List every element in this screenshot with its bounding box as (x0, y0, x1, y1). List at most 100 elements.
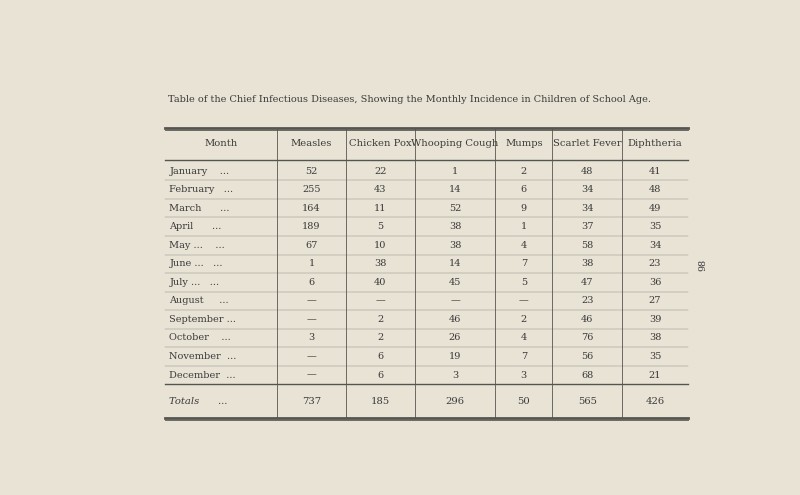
Text: November  ...: November ... (170, 352, 237, 361)
Text: 9: 9 (521, 203, 527, 213)
Text: 185: 185 (370, 396, 390, 405)
Text: —: — (450, 297, 460, 305)
Text: 56: 56 (582, 352, 594, 361)
Text: 35: 35 (649, 222, 662, 231)
Text: July ...   ...: July ... ... (170, 278, 219, 287)
Text: 14: 14 (449, 259, 462, 268)
Text: 41: 41 (649, 166, 662, 176)
Text: —: — (375, 297, 386, 305)
Text: 3: 3 (452, 371, 458, 380)
Text: 255: 255 (302, 185, 321, 194)
Text: 6: 6 (378, 371, 383, 380)
Text: 48: 48 (582, 166, 594, 176)
Text: 46: 46 (449, 315, 462, 324)
Text: September ...: September ... (170, 315, 237, 324)
Text: 50: 50 (518, 396, 530, 405)
Text: 35: 35 (649, 352, 662, 361)
Text: 68: 68 (582, 371, 594, 380)
Text: 737: 737 (302, 396, 321, 405)
Text: Chicken Pox: Chicken Pox (349, 140, 412, 148)
Text: January    ...: January ... (170, 166, 230, 176)
Text: 34: 34 (581, 203, 594, 213)
Text: 2: 2 (521, 315, 527, 324)
Text: 296: 296 (446, 396, 465, 405)
Text: 7: 7 (521, 352, 527, 361)
Text: 45: 45 (449, 278, 462, 287)
Text: 1: 1 (521, 222, 527, 231)
Text: 14: 14 (449, 185, 462, 194)
Text: 189: 189 (302, 222, 321, 231)
Text: 46: 46 (582, 315, 594, 324)
Text: 426: 426 (646, 396, 665, 405)
Text: 2: 2 (378, 315, 383, 324)
Text: Month: Month (205, 140, 238, 148)
Text: 1: 1 (452, 166, 458, 176)
Text: June ...   ...: June ... ... (170, 259, 223, 268)
Text: 34: 34 (649, 241, 662, 250)
Text: 23: 23 (581, 297, 594, 305)
Text: May ...    ...: May ... ... (170, 241, 225, 250)
Text: 38: 38 (449, 222, 462, 231)
Text: 76: 76 (582, 334, 594, 343)
Text: 6: 6 (309, 278, 314, 287)
Text: 38: 38 (649, 334, 662, 343)
Text: Measles: Measles (291, 140, 332, 148)
Text: 22: 22 (374, 166, 386, 176)
Text: 48: 48 (649, 185, 662, 194)
Text: 2: 2 (378, 334, 383, 343)
Text: 58: 58 (582, 241, 594, 250)
Text: March      ...: March ... (170, 203, 230, 213)
Text: 565: 565 (578, 396, 597, 405)
Text: Whooping Cough: Whooping Cough (411, 140, 498, 148)
Text: 19: 19 (449, 352, 462, 361)
Text: 34: 34 (581, 185, 594, 194)
Text: February   ...: February ... (170, 185, 234, 194)
Text: Table of the Chief Infectious Diseases, Showing the Monthly Incidence in Childre: Table of the Chief Infectious Diseases, … (169, 95, 651, 104)
Text: Scarlet Fever: Scarlet Fever (553, 140, 622, 148)
Text: Mumps: Mumps (505, 140, 542, 148)
Text: 2: 2 (521, 166, 527, 176)
Text: 37: 37 (581, 222, 594, 231)
Text: 52: 52 (306, 166, 318, 176)
Text: 5: 5 (521, 278, 527, 287)
Text: December  ...: December ... (170, 371, 236, 380)
Text: 4: 4 (521, 241, 527, 250)
Text: 3: 3 (521, 371, 527, 380)
Text: 23: 23 (649, 259, 662, 268)
Text: 40: 40 (374, 278, 386, 287)
Text: 43: 43 (374, 185, 386, 194)
Text: 6: 6 (521, 185, 527, 194)
Text: Totals      ...: Totals ... (170, 396, 228, 405)
Text: —: — (519, 297, 529, 305)
Text: October    ...: October ... (170, 334, 231, 343)
Text: 38: 38 (582, 259, 594, 268)
Text: 38: 38 (449, 241, 462, 250)
Text: —: — (306, 297, 316, 305)
Text: 10: 10 (374, 241, 386, 250)
Text: 6: 6 (378, 352, 383, 361)
Text: 21: 21 (649, 371, 662, 380)
Text: 5: 5 (378, 222, 383, 231)
Text: 67: 67 (306, 241, 318, 250)
Text: 7: 7 (521, 259, 527, 268)
Text: 27: 27 (649, 297, 662, 305)
Text: —: — (306, 352, 316, 361)
Text: 164: 164 (302, 203, 321, 213)
Text: —: — (306, 371, 316, 380)
Text: 3: 3 (308, 334, 314, 343)
Text: 4: 4 (521, 334, 527, 343)
Text: April      ...: April ... (170, 222, 222, 231)
Text: 39: 39 (649, 315, 662, 324)
Text: 38: 38 (374, 259, 386, 268)
Text: 47: 47 (581, 278, 594, 287)
Text: August     ...: August ... (170, 297, 229, 305)
Text: 26: 26 (449, 334, 462, 343)
Text: 49: 49 (649, 203, 662, 213)
Text: 98: 98 (698, 259, 707, 271)
Text: 11: 11 (374, 203, 386, 213)
Text: 36: 36 (649, 278, 662, 287)
Text: Diphtheria: Diphtheria (628, 140, 682, 148)
Text: 52: 52 (449, 203, 462, 213)
Text: —: — (306, 315, 316, 324)
Text: 1: 1 (308, 259, 314, 268)
